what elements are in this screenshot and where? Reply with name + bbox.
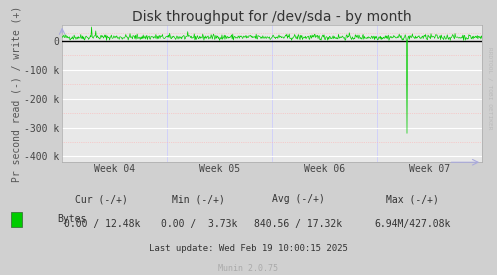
Text: 6.94M/427.08k: 6.94M/427.08k [374, 219, 451, 229]
Text: Min (-/+): Min (-/+) [172, 194, 225, 204]
Text: Cur (-/+): Cur (-/+) [76, 194, 128, 204]
Title: Disk throughput for /dev/sda - by month: Disk throughput for /dev/sda - by month [132, 10, 412, 24]
Text: 0.00 / 12.48k: 0.00 / 12.48k [64, 219, 140, 229]
Text: Munin 2.0.75: Munin 2.0.75 [219, 264, 278, 273]
Text: Avg (-/+): Avg (-/+) [272, 194, 325, 204]
Text: Max (-/+): Max (-/+) [386, 194, 439, 204]
Y-axis label: Pr second read (-) / write (+): Pr second read (-) / write (+) [11, 6, 21, 182]
Text: Last update: Wed Feb 19 10:00:15 2025: Last update: Wed Feb 19 10:00:15 2025 [149, 244, 348, 253]
Text: 0.00 /  3.73k: 0.00 / 3.73k [161, 219, 237, 229]
Text: Bytes: Bytes [57, 214, 86, 224]
Text: RRDTOOL / TOBI OETIKER: RRDTOOL / TOBI OETIKER [487, 47, 492, 129]
Text: 840.56 / 17.32k: 840.56 / 17.32k [254, 219, 342, 229]
